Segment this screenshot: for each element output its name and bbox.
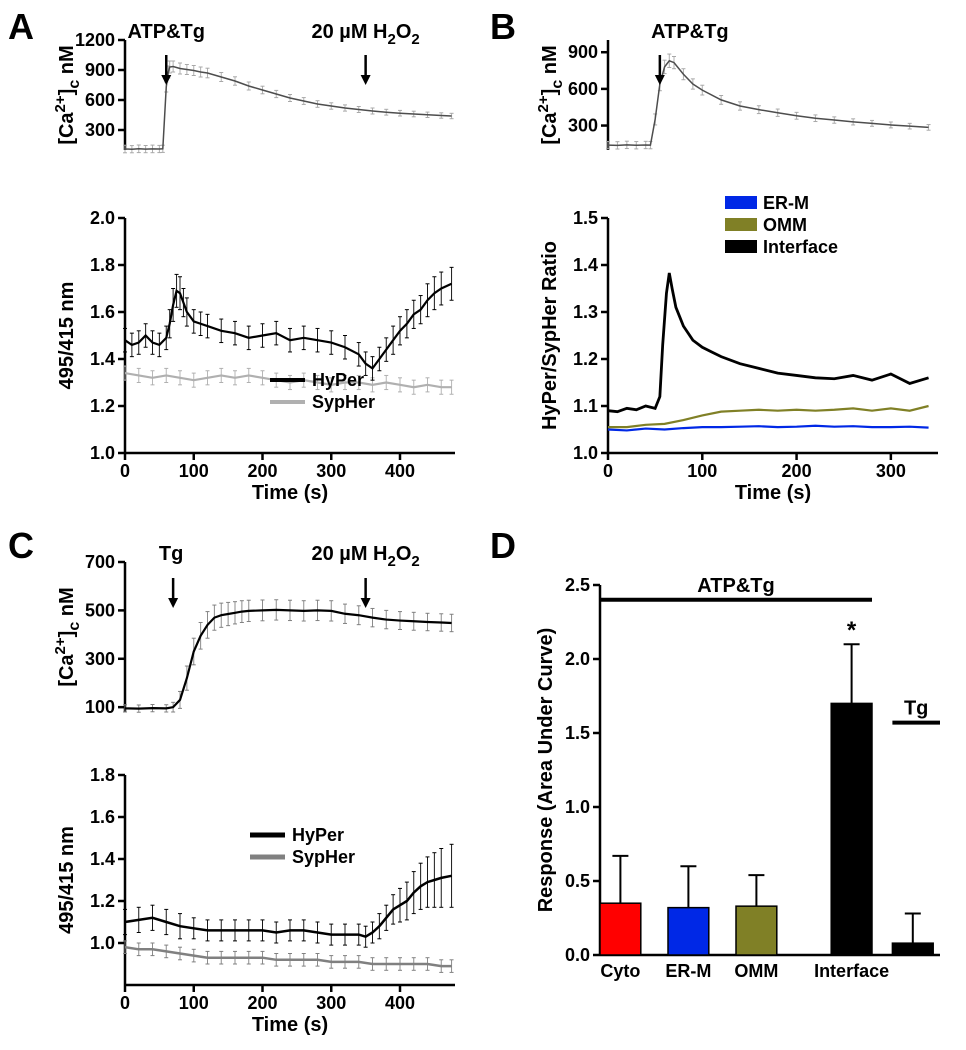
svg-text:300: 300 <box>568 116 598 136</box>
svg-text:ER-M: ER-M <box>665 961 711 981</box>
panel-C-ca-chart: 100 300 500 700[Ca2+]c nM Tg 20 µM H2O2 <box>50 540 470 745</box>
svg-text:600: 600 <box>85 90 115 110</box>
svg-text:0.5: 0.5 <box>565 871 590 891</box>
svg-text:ER-M: ER-M <box>763 193 809 213</box>
svg-text:HyPer: HyPer <box>292 825 344 845</box>
panel-A-ratio-chart: 1.0 1.2 1.4 1.6 1.8 2.0 0 100 200 300 400 495/415 n… <box>50 185 470 505</box>
svg-text:1200: 1200 <box>75 30 115 50</box>
svg-text:1.4: 1.4 <box>573 255 598 275</box>
svg-text:OMM: OMM <box>763 215 807 235</box>
svg-text:1.4: 1.4 <box>90 349 115 369</box>
svg-text:100: 100 <box>179 461 209 481</box>
svg-text:200: 200 <box>782 461 812 481</box>
panel-B-ca-chart: 300 600 900[Ca2+]c nM ATP&Tg <box>530 20 950 185</box>
svg-text:2.0: 2.0 <box>565 649 590 669</box>
svg-text:495/415 nm: 495/415 nm <box>56 282 78 390</box>
panel-A-ca-chart: 300 600 900 1200[Ca2+]c nM ATP&Tg 20 µM H2O2 <box>50 20 470 185</box>
svg-text:Tg: Tg <box>904 698 928 720</box>
svg-text:Cyto: Cyto <box>600 961 640 981</box>
svg-text:400: 400 <box>385 461 415 481</box>
svg-text:200: 200 <box>247 461 277 481</box>
svg-text:300: 300 <box>316 461 346 481</box>
svg-text:[Ca2+]c nM: [Ca2+]c nM <box>52 45 83 144</box>
svg-text:0: 0 <box>603 461 613 481</box>
svg-text:ATP&Tg: ATP&Tg <box>651 21 728 43</box>
svg-text:100: 100 <box>687 461 717 481</box>
svg-text:1.6: 1.6 <box>90 807 115 827</box>
svg-text:1.6: 1.6 <box>90 302 115 322</box>
svg-text:20 µM H2O2: 20 µM H2O2 <box>312 543 420 570</box>
svg-text:ATP&Tg: ATP&Tg <box>128 21 205 43</box>
svg-text:1.2: 1.2 <box>573 349 598 369</box>
panel-B-ratio-chart: 1.0 1.1 1.2 1.3 1.4 1.5 0 100 200 300 HyPer/SypHer… <box>530 185 950 505</box>
svg-text:1.8: 1.8 <box>90 765 115 785</box>
svg-text:900: 900 <box>85 60 115 80</box>
svg-text:0: 0 <box>120 461 130 481</box>
svg-text:Tg: Tg <box>159 543 183 565</box>
svg-text:*: * <box>847 617 857 644</box>
svg-text:1.5: 1.5 <box>565 723 590 743</box>
panel-D-bar-chart: 0.0 0.5 1.0 1.5 2.0 2.5 Response (Area Under C… <box>530 555 950 1015</box>
svg-text:1.0: 1.0 <box>90 933 115 953</box>
svg-text:1.8: 1.8 <box>90 255 115 275</box>
svg-text:300: 300 <box>85 120 115 140</box>
svg-text:900: 900 <box>568 42 598 62</box>
svg-text:HyPer/SypHer Ratio: HyPer/SypHer Ratio <box>539 241 561 430</box>
svg-text:Response (Area Under Curve): Response (Area Under Curve) <box>535 628 557 913</box>
svg-text:Interface: Interface <box>814 961 889 981</box>
svg-text:1.5: 1.5 <box>573 208 598 228</box>
panel-label-D: D <box>490 525 516 567</box>
svg-text:[Ca2+]c nM: [Ca2+]c nM <box>52 587 83 686</box>
svg-text:1.4: 1.4 <box>90 849 115 869</box>
svg-text:1.3: 1.3 <box>573 302 598 322</box>
svg-text:ATP&Tg: ATP&Tg <box>697 575 774 597</box>
svg-text:Time (s): Time (s) <box>252 482 328 504</box>
svg-text:100: 100 <box>85 697 115 717</box>
svg-text:1.0: 1.0 <box>90 443 115 463</box>
svg-text:400: 400 <box>385 993 415 1013</box>
svg-text:1.2: 1.2 <box>90 396 115 416</box>
svg-text:Interface: Interface <box>763 237 838 257</box>
svg-text:200: 200 <box>247 993 277 1013</box>
svg-text:700: 700 <box>85 552 115 572</box>
svg-text:[Ca2+]c nM: [Ca2+]c nM <box>535 45 566 144</box>
panel-label-A: A <box>8 6 34 48</box>
panel-label-B: B <box>490 6 516 48</box>
svg-text:300: 300 <box>876 461 906 481</box>
svg-text:1.0: 1.0 <box>565 797 590 817</box>
svg-text:HyPer: HyPer <box>312 370 364 390</box>
svg-text:0: 0 <box>120 993 130 1013</box>
svg-text:495/415 nm: 495/415 nm <box>56 826 78 934</box>
svg-text:300: 300 <box>316 993 346 1013</box>
svg-text:1.1: 1.1 <box>573 396 598 416</box>
svg-text:Time (s): Time (s) <box>735 482 811 504</box>
svg-text:500: 500 <box>85 600 115 620</box>
svg-text:300: 300 <box>85 649 115 669</box>
svg-text:1.2: 1.2 <box>90 891 115 911</box>
svg-text:SypHer: SypHer <box>312 392 375 412</box>
panel-C-ratio-chart: 1.0 1.2 1.4 1.6 1.8 0 100 200 300 400 495/415 nm Ti… <box>50 745 470 1040</box>
svg-text:20 µM H2O2: 20 µM H2O2 <box>312 21 420 48</box>
panel-label-C: C <box>8 525 34 567</box>
svg-text:100: 100 <box>179 993 209 1013</box>
svg-text:SypHer: SypHer <box>292 847 355 867</box>
svg-text:2.5: 2.5 <box>565 575 590 595</box>
svg-text:OMM: OMM <box>734 961 778 981</box>
svg-text:1.0: 1.0 <box>573 443 598 463</box>
svg-text:Time (s): Time (s) <box>252 1014 328 1036</box>
svg-text:2.0: 2.0 <box>90 208 115 228</box>
svg-text:600: 600 <box>568 79 598 99</box>
svg-text:0.0: 0.0 <box>565 945 590 965</box>
